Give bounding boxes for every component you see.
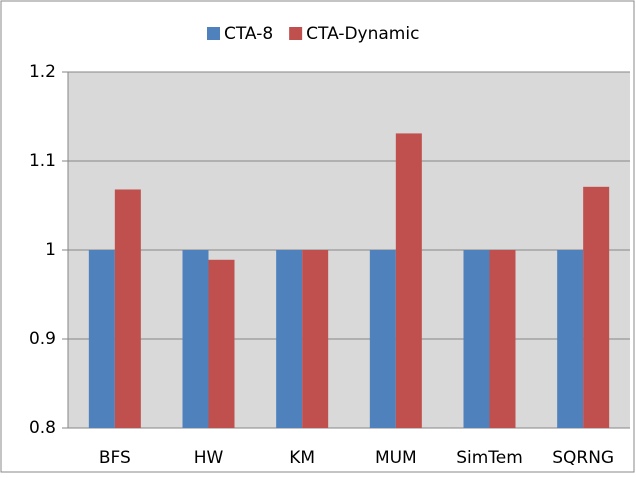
legend-swatch — [289, 27, 303, 40]
bar — [302, 250, 329, 428]
bar — [276, 250, 303, 428]
x-tick-label: HW — [194, 448, 224, 468]
legend-swatch — [207, 27, 220, 40]
bar — [182, 250, 209, 428]
x-tick-label: SimTem — [456, 448, 523, 468]
legend-label: CTA-Dynamic — [306, 24, 419, 44]
y-tick-label: 1.2 — [29, 62, 56, 82]
bar — [208, 259, 235, 428]
y-tick-label: 0.9 — [29, 329, 56, 349]
bar — [489, 250, 516, 428]
y-tick-label: 1 — [45, 240, 56, 260]
x-tick-label: SQRNG — [552, 448, 614, 468]
x-tick-label: KM — [289, 448, 315, 468]
legend-label: CTA-8 — [224, 24, 273, 44]
y-tick-label: 0.8 — [29, 418, 56, 438]
bar — [88, 250, 115, 428]
bar — [395, 133, 422, 428]
y-tick-label: 1.1 — [29, 151, 56, 171]
x-tick-label: MUM — [375, 448, 417, 468]
bar — [557, 250, 584, 428]
x-tick-label: BFS — [99, 448, 131, 468]
bar — [463, 250, 490, 428]
bar — [114, 189, 141, 428]
bar — [369, 250, 396, 428]
bar — [583, 186, 610, 428]
